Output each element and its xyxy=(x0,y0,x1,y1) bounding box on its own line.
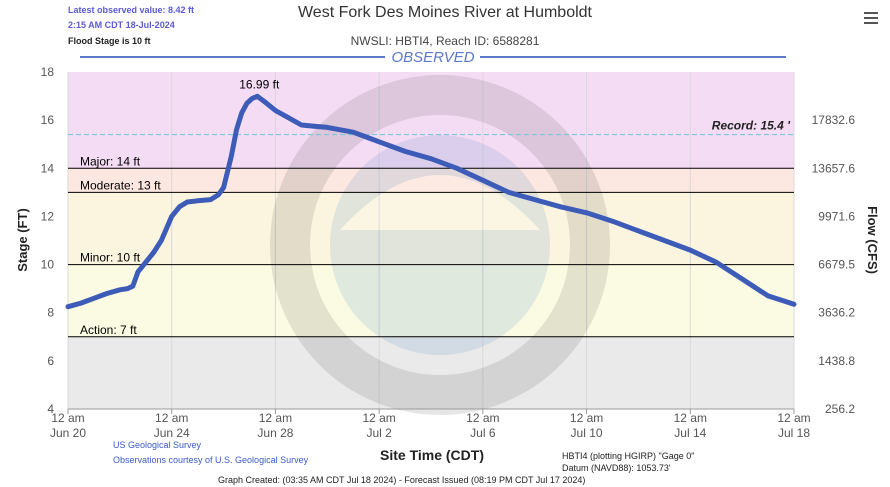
action-band xyxy=(68,264,794,337)
y-tick-label: 14 xyxy=(41,161,55,175)
graph-created: Graph Created: (03:35 AM CDT Jul 18 2024… xyxy=(218,475,586,485)
x-tick-label-date: Jul 6 xyxy=(470,426,496,440)
y-tick-label: 8 xyxy=(47,306,54,320)
y-axis-title: Stage (FT) xyxy=(15,208,30,272)
flood-category-label: Action: 7 ft xyxy=(80,323,137,337)
y-tick-label: 18 xyxy=(41,65,55,79)
y2-tick-label: 17832.6 xyxy=(812,113,856,127)
usgs-courtesy-link[interactable]: Observations courtesy of U.S. Geological… xyxy=(113,455,309,465)
gage-info: HBTI4 (plotting HGIRP) "Gage 0" xyxy=(562,451,695,461)
x-tick-label-date: Jul 14 xyxy=(674,426,706,440)
hamburger-menu-icon[interactable] xyxy=(864,12,878,27)
y2-tick-label: 9971.6 xyxy=(818,209,855,223)
stage-series-line xyxy=(65,93,797,310)
x-tick-label-date: Jun 20 xyxy=(50,426,86,440)
y2-tick-label: 6679.5 xyxy=(818,258,855,272)
x-tick-label-date: Jul 10 xyxy=(571,426,603,440)
record-label: Record: 15.4 ' xyxy=(712,119,791,133)
major-band xyxy=(68,72,794,169)
x-tick-label-date: Jun 28 xyxy=(257,426,293,440)
below-action-band xyxy=(68,336,794,409)
x-tick-label-time: 12 am xyxy=(466,411,499,425)
x-axis-title: Site Time (CDT) xyxy=(380,447,484,463)
x-tick-label-time: 12 am xyxy=(674,411,707,425)
usgs-link[interactable]: US Geological Survey xyxy=(113,440,202,450)
y2-tick-label: 13657.6 xyxy=(812,161,856,175)
y2-tick-label: 3636.2 xyxy=(818,306,855,320)
chart-title: West Fork Des Moines River at Humboldt xyxy=(297,4,592,21)
x-tick-label-time: 12 am xyxy=(51,411,84,425)
x-tick-label-time: 12 am xyxy=(259,411,292,425)
flood-category-label: Moderate: 13 ft xyxy=(80,178,161,192)
y-tick-label: 16 xyxy=(41,113,55,127)
y-tick-label: 12 xyxy=(41,209,55,223)
y-tick-label: 4 xyxy=(47,402,54,416)
x-tick-label-date: Jul 18 xyxy=(778,426,810,440)
flood-stage-note: Flood Stage is 10 ft xyxy=(68,36,151,46)
x-tick-label-time: 12 am xyxy=(570,411,603,425)
moderate-band xyxy=(68,168,794,193)
flood-category-label: Minor: 10 ft xyxy=(80,251,141,265)
noaa-watermark xyxy=(270,75,610,415)
flood-category-label: Major: 14 ft xyxy=(80,154,141,168)
minor-band xyxy=(68,192,794,265)
y2-tick-label: 1438.8 xyxy=(818,354,855,368)
x-tick-label-time: 12 am xyxy=(155,411,188,425)
y2-tick-label: 256.2 xyxy=(825,402,855,416)
y-tick-label: 10 xyxy=(41,258,55,272)
peak-label: 16.99 ft xyxy=(239,77,280,91)
x-tick-label-date: Jun 24 xyxy=(154,426,190,440)
observed-label: OBSERVED xyxy=(391,49,474,66)
x-tick-label-date: Jul 2 xyxy=(366,426,392,440)
y-tick-label: 6 xyxy=(47,354,54,368)
chart-subtitle: NWSLI: HBTI4, Reach ID: 6588281 xyxy=(350,34,540,48)
x-tick-label-time: 12 am xyxy=(362,411,395,425)
latest-observed-time: 2:15 AM CDT 18-Jul-2024 xyxy=(68,20,175,30)
latest-observed-value: Latest observed value: 8.42 ft xyxy=(68,5,195,15)
y2-axis-title: Flow (CFS) xyxy=(865,206,880,274)
x-tick-label-time: 12 am xyxy=(777,411,810,425)
gage-datum: Datum (NAVD88): 1053.73' xyxy=(562,463,671,473)
